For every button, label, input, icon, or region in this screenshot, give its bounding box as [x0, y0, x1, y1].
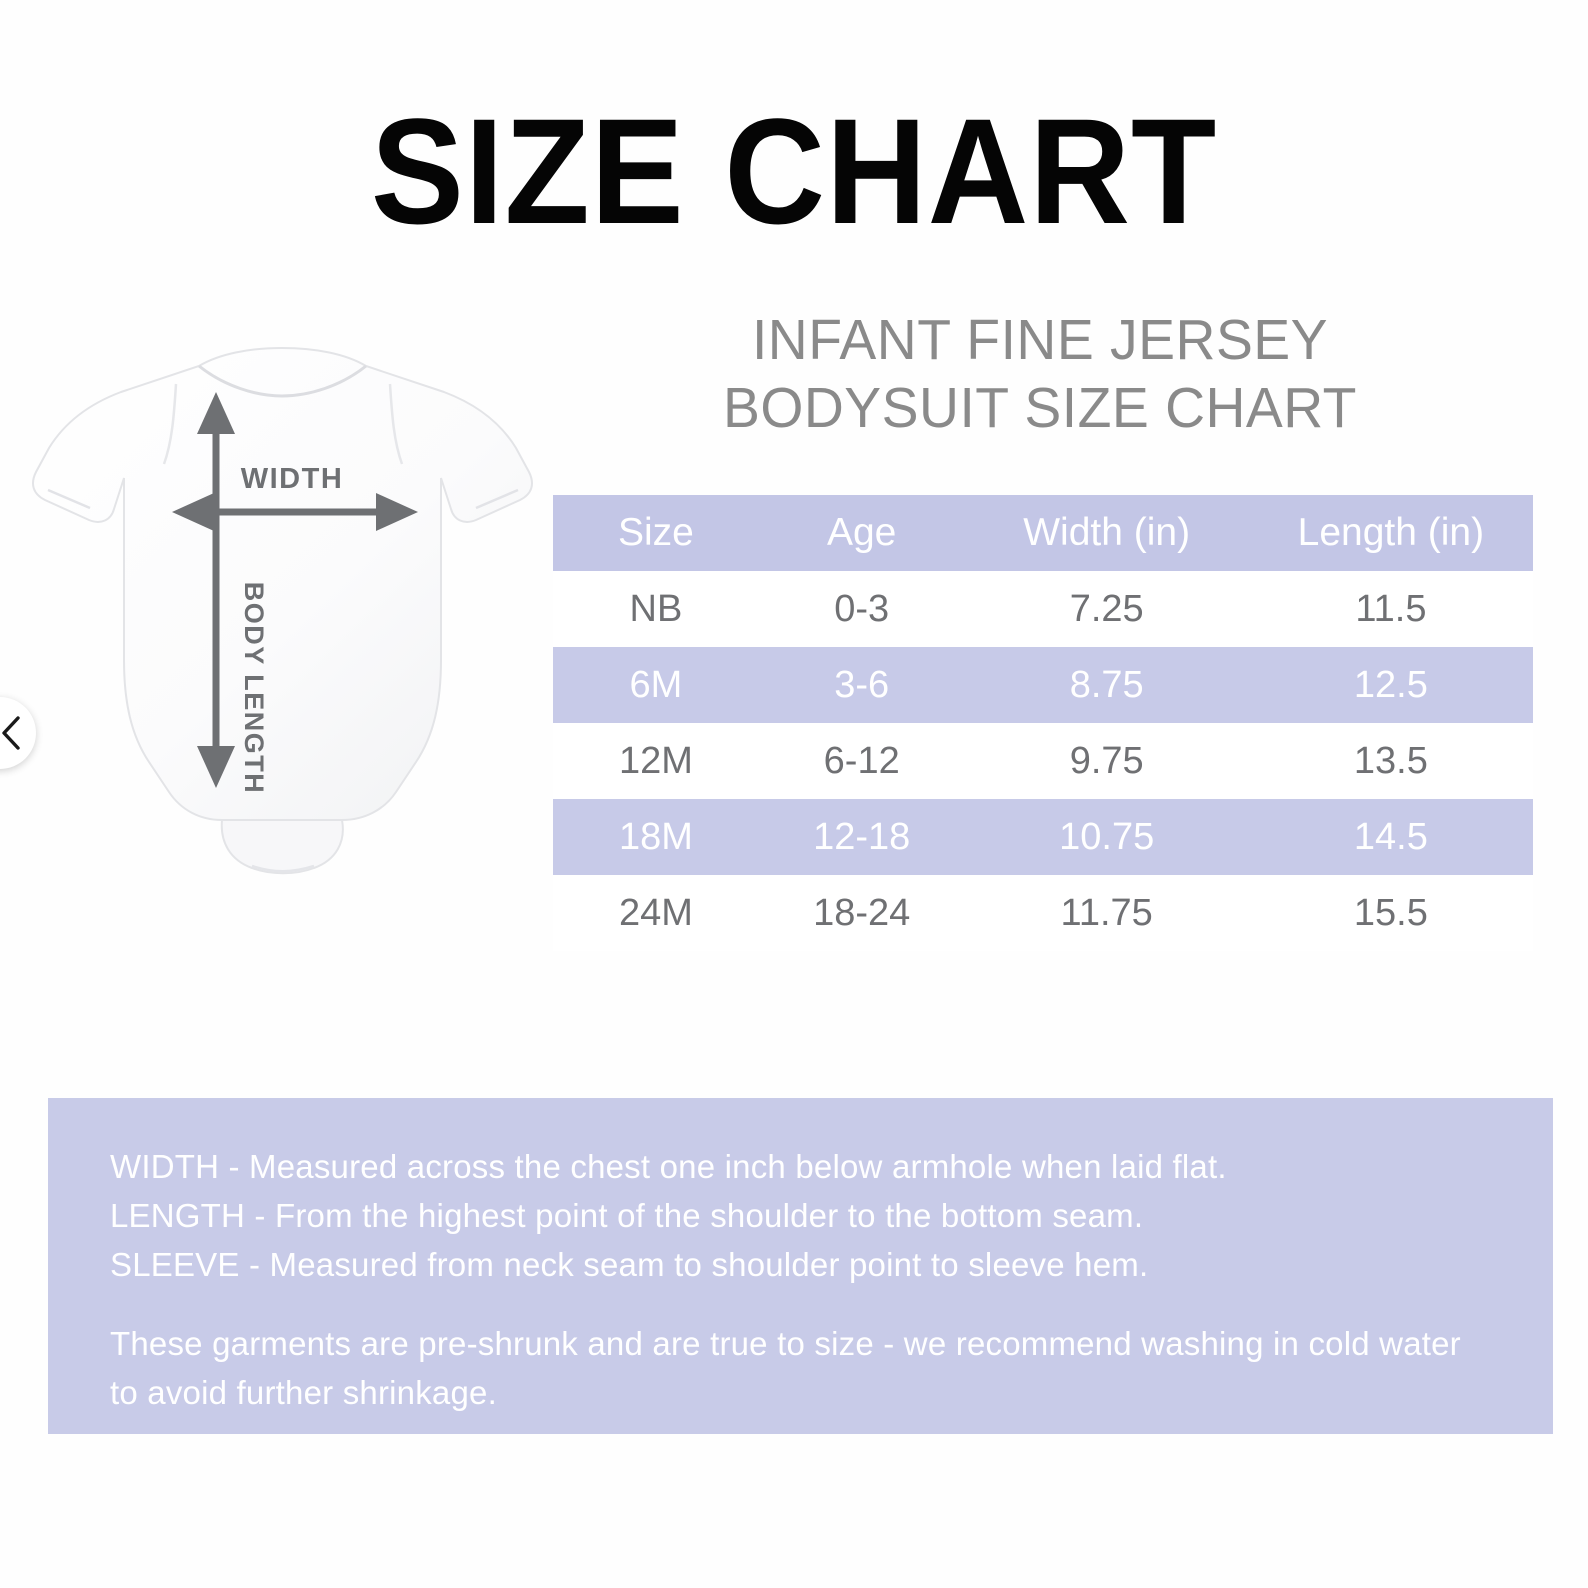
cell-age: 12-18 — [813, 815, 911, 858]
width-label: WIDTH — [241, 463, 344, 495]
cell-width: 9.75 — [1069, 739, 1144, 782]
measurement-arrows — [172, 392, 418, 788]
cell-size: 12M — [618, 739, 693, 782]
column-header-age: Age — [826, 511, 897, 554]
bodysuit-illustration: WIDTH BODY LENGTH — [24, 330, 554, 900]
page-title: SIZE CHART — [370, 87, 1218, 255]
cell-size: 18M — [618, 815, 693, 858]
table-header-row: Size Age Width (in) Length (in) — [553, 495, 1533, 571]
table-row: NB 0-3 7.25 11.5 — [553, 571, 1533, 647]
note-care-paragraph: These garments are pre-shrunk and are tr… — [110, 1325, 1461, 1411]
bodysuit-shape — [32, 346, 533, 875]
cell-length: 15.5 — [1353, 891, 1428, 934]
cell-width: 10.75 — [1059, 815, 1155, 858]
cell-width: 7.25 — [1069, 587, 1144, 630]
column-header-length: Length (in) — [1297, 511, 1485, 554]
cell-length: 12.5 — [1353, 663, 1428, 706]
cell-length: 13.5 — [1353, 739, 1428, 782]
body-length-label: BODY LENGTH — [239, 582, 269, 795]
chart-subtitle-line2: BODYSUIT SIZE CHART — [723, 376, 1357, 440]
cell-size: 6M — [629, 663, 683, 706]
cell-length: 11.5 — [1355, 587, 1427, 630]
chart-subtitle: INFANT FINE JERSEY BODYSUIT SIZE CHART — [574, 306, 1505, 442]
cell-size: 24M — [618, 891, 693, 934]
cell-width: 8.75 — [1069, 663, 1144, 706]
cell-length: 14.5 — [1353, 815, 1428, 858]
cell-age: 0-3 — [834, 587, 890, 630]
cell-age: 18-24 — [813, 891, 911, 934]
note-sleeve: SLEEVE - Measured from neck seam to shou… — [110, 1246, 1149, 1283]
column-header-width: Width (in) — [1023, 511, 1191, 554]
cell-width: 11.75 — [1060, 891, 1153, 934]
size-table: Size Age Width (in) Length (in) NB 0-3 7… — [553, 495, 1533, 951]
measurement-notes-panel: WIDTH - Measured across the chest one in… — [48, 1098, 1553, 1434]
chart-subtitle-line1: INFANT FINE JERSEY — [751, 308, 1329, 372]
table-row: 6M 3-6 8.75 12.5 — [553, 647, 1533, 723]
table-row: 12M 6-12 9.75 13.5 — [553, 723, 1533, 799]
table-row: 24M 18-24 11.75 15.5 — [553, 875, 1533, 951]
note-length: LENGTH - From the highest point of the s… — [110, 1197, 1144, 1234]
note-width: WIDTH - Measured across the chest one in… — [110, 1148, 1227, 1185]
cell-age: 6-12 — [823, 739, 900, 782]
table-row: 18M 12-18 10.75 14.5 — [553, 799, 1533, 875]
column-header-size: Size — [617, 511, 694, 554]
chevron-left-icon — [2, 716, 20, 750]
cell-age: 3-6 — [834, 663, 890, 706]
cell-size: NB — [629, 587, 683, 630]
